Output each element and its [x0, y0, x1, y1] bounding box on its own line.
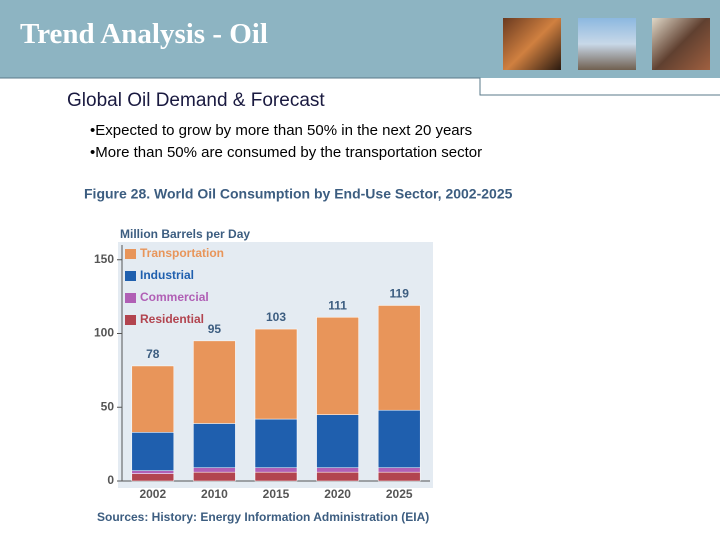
bar-segment [316, 471, 359, 482]
bar-segment [131, 470, 175, 474]
legend-swatch [125, 249, 136, 259]
x-tick-label: 2015 [263, 487, 290, 501]
bar-segment [316, 414, 359, 468]
y-tick-label: 150 [94, 252, 114, 266]
bar-segment [254, 471, 298, 482]
source-note: Sources: History: Energy Information Adm… [97, 510, 429, 524]
photo [503, 18, 561, 70]
bar-segment [316, 467, 359, 473]
total-label: 95 [208, 322, 222, 336]
total-label: 78 [146, 347, 160, 361]
bar-segment [131, 473, 175, 482]
y-tick-label: 100 [94, 326, 114, 340]
y-axis-label: Million Barrels per Day [120, 227, 250, 241]
legend-swatch [125, 293, 136, 303]
bullet: More than 50% are consumed by the transp… [90, 142, 482, 164]
bar-segment [377, 467, 421, 473]
header-rule [0, 77, 720, 96]
bar-segment [377, 409, 421, 468]
bar-segment [316, 317, 359, 415]
y-tick-label: 0 [107, 473, 114, 487]
bar-segment [193, 471, 236, 482]
x-tick-label: 2020 [324, 487, 351, 501]
bar-segment [254, 418, 298, 468]
bar-segment [193, 423, 236, 468]
x-tick-label: 2010 [201, 487, 228, 501]
photo [578, 18, 636, 70]
bar-segment [254, 467, 298, 473]
x-tick-label: 2025 [386, 487, 413, 501]
legend-swatch [125, 271, 136, 281]
bar-segment [193, 467, 236, 473]
legend-label: Industrial [140, 268, 194, 282]
bar-segment [193, 340, 236, 424]
legend-label: Transportation [140, 246, 224, 260]
total-label: 119 [390, 287, 410, 301]
bullet: Expected to grow by more than 50% in the… [90, 120, 482, 142]
legend-label: Commercial [140, 290, 209, 304]
slide-title: Trend Analysis - Oil [20, 18, 268, 50]
subtitle: Global Oil Demand & Forecast [67, 90, 325, 111]
header-bar: Trend Analysis - Oil [0, 0, 720, 78]
total-label: 111 [328, 298, 347, 312]
legend-swatch [125, 315, 136, 325]
bar-segment [131, 365, 175, 433]
bar-segment [377, 471, 421, 482]
bar-segment [254, 328, 298, 420]
x-tick-label: 2002 [139, 487, 166, 501]
photo [652, 18, 710, 70]
bar-segment [377, 305, 421, 411]
legend-label: Residential [140, 312, 204, 326]
y-tick-label: 50 [101, 399, 115, 413]
total-label: 103 [266, 310, 286, 324]
bar-segment [131, 432, 175, 471]
chart-title: Figure 28. World Oil Consumption by End-… [84, 186, 513, 202]
bullet-list: Expected to grow by more than 50% in the… [90, 120, 482, 164]
